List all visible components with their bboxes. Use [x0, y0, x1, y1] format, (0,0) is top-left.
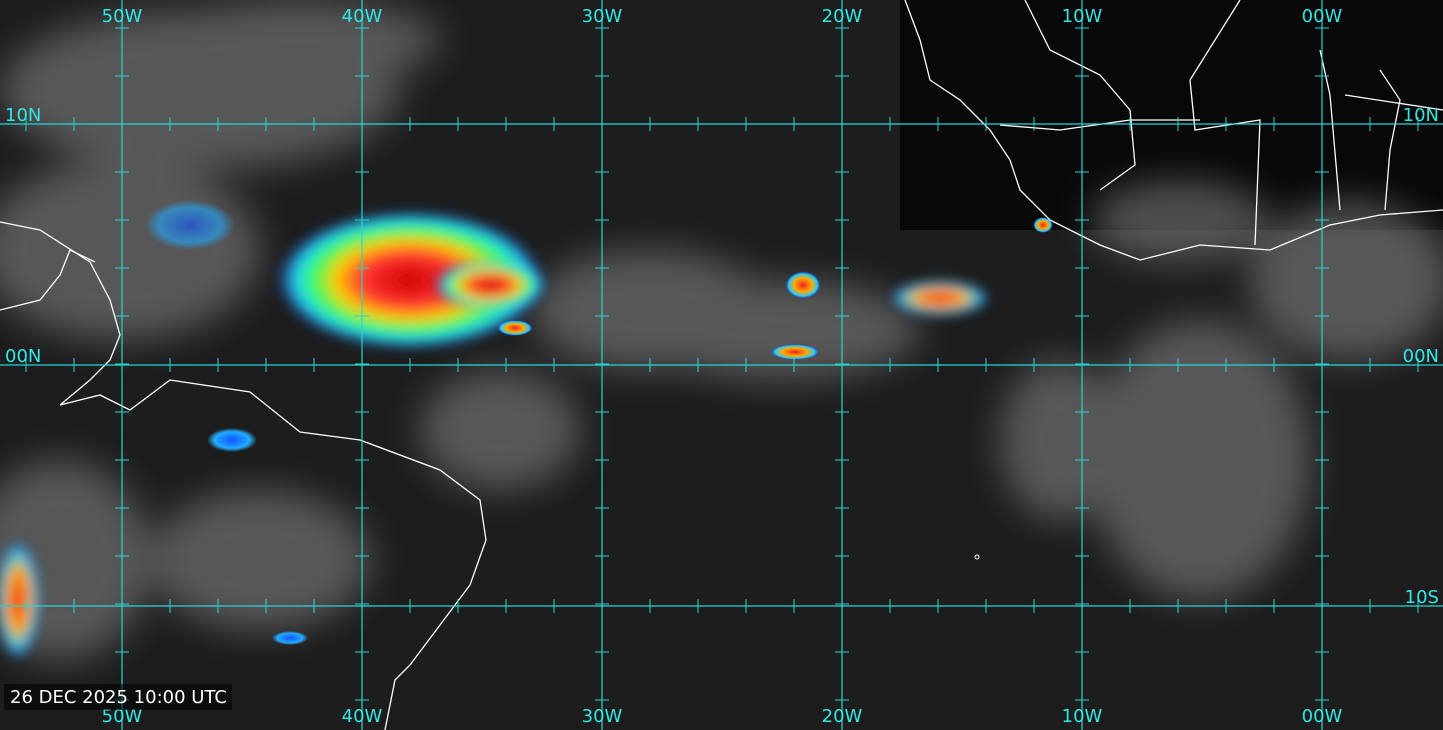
- clouds: [0, 0, 1443, 660]
- latitude-label: 10N: [1403, 105, 1439, 126]
- longitude-label: 20W: [822, 6, 863, 27]
- latitude-label: 10S: [1405, 587, 1439, 608]
- latitude-label: 10N: [5, 105, 41, 126]
- latitude-label: 00N: [1403, 346, 1439, 367]
- longitude-label: 30W: [582, 706, 623, 727]
- longitude-label: 30W: [582, 6, 623, 27]
- longitude-label: 00W: [1302, 6, 1343, 27]
- longitude-label: 10W: [1062, 6, 1103, 27]
- latitude-label: 00N: [5, 346, 41, 367]
- timestamp-box: [4, 684, 232, 710]
- longitude-label: 50W: [102, 706, 143, 727]
- longitude-label: 00W: [1302, 706, 1343, 727]
- timestamp: 26 DEC 2025 10:00 UTC: [10, 687, 227, 708]
- longitude-label: 40W: [342, 6, 383, 27]
- longitude-label: 40W: [342, 706, 383, 727]
- longitude-label: 10W: [1062, 706, 1103, 727]
- longitude-label: 20W: [822, 706, 863, 727]
- longitude-label: 50W: [102, 6, 143, 27]
- convection: [0, 200, 1053, 660]
